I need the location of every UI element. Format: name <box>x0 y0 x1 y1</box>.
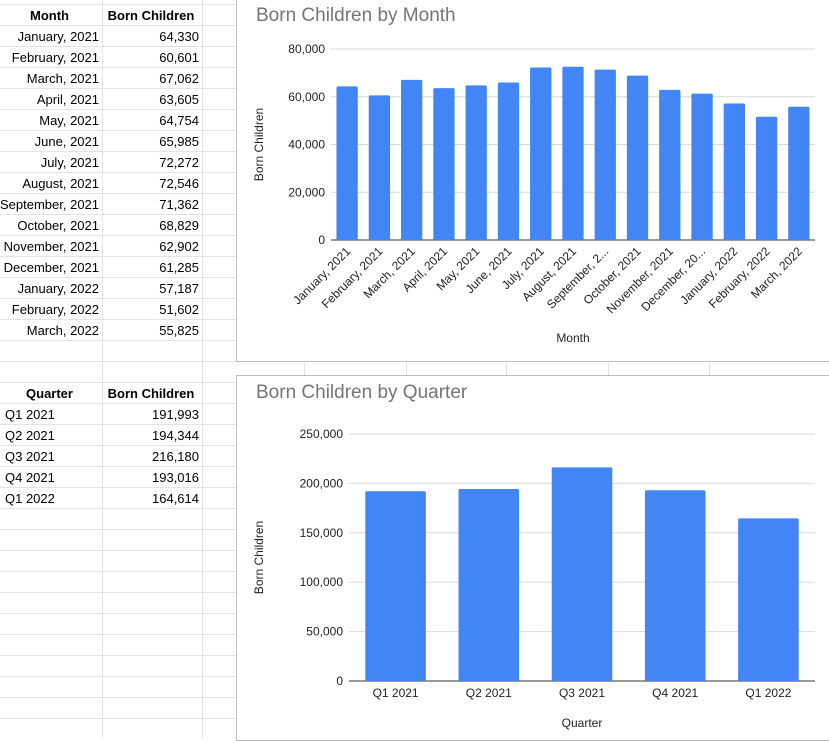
table-cell-label[interactable]: Q4 2021 <box>5 470 55 485</box>
table-cell-label[interactable]: Q2 2021 <box>5 428 55 443</box>
y-tick-label: 250,000 <box>300 427 344 441</box>
table-header-cell[interactable]: Month <box>30 8 69 23</box>
bar <box>368 95 391 240</box>
bar <box>691 93 713 240</box>
table-cell-label[interactable]: April, 2021 <box>36 92 99 107</box>
bar <box>755 116 778 240</box>
table-cell-value[interactable]: 51,602 <box>159 302 199 317</box>
table-cell-label[interactable]: February, 2021 <box>11 50 99 65</box>
table-cell-value[interactable]: 68,829 <box>159 218 199 233</box>
table-cell-value[interactable]: 216,180 <box>152 449 199 464</box>
table-header-cell[interactable]: Born Children <box>107 386 195 401</box>
table-header-cell[interactable]: Quarter <box>26 386 73 401</box>
table-cell-label[interactable]: November, 2021 <box>3 239 99 254</box>
bar <box>738 518 799 681</box>
table-cell-value[interactable]: 67,062 <box>159 71 199 86</box>
grid-column-line <box>102 0 103 738</box>
table-cell-value[interactable]: 64,330 <box>159 29 199 44</box>
bar <box>497 82 520 240</box>
table-cell-value[interactable]: 191,993 <box>152 407 199 422</box>
bar <box>551 467 613 681</box>
table-cell-label[interactable]: December, 2021 <box>3 260 99 275</box>
table-cell-label[interactable]: Q3 2021 <box>5 449 55 464</box>
grid-column-line <box>304 0 305 738</box>
table-cell-label[interactable]: January, 2022 <box>17 281 99 296</box>
bar <box>788 106 810 241</box>
bar <box>626 75 649 240</box>
table-cell-value[interactable]: 65,985 <box>159 134 199 149</box>
quarterly-chart-plot: 0 50,000 100,000 150,000 200,000 250,000 Q1 20… <box>252 427 815 730</box>
y-tick-label: 0 <box>318 233 325 247</box>
bar <box>659 89 681 240</box>
table-cell-value[interactable]: 72,272 <box>159 155 199 170</box>
y-tick-label: 40,000 <box>288 138 325 152</box>
bar <box>465 85 487 240</box>
x-tick-label: Q4 2021 <box>652 686 698 700</box>
y-tick-label: 60,000 <box>288 90 325 104</box>
x-tick-label: Q2 2021 <box>466 686 512 700</box>
table-cell-value[interactable]: 55,825 <box>159 323 199 338</box>
table-cell-value[interactable]: 71,362 <box>159 197 199 212</box>
table-cell-label[interactable]: June, 2021 <box>34 134 99 149</box>
table-cell-label[interactable]: Q1 2022 <box>5 491 55 506</box>
quarterly-chart[interactable]: Born Children by Quarter 0 50,000 100,000 1… <box>236 375 829 741</box>
bar <box>562 66 584 241</box>
monthly-chart-title: Born Children by Month <box>256 5 456 26</box>
x-axis-title: Month <box>556 331 589 345</box>
y-tick-label: 150,000 <box>300 526 344 540</box>
table-cell-value[interactable]: 60,601 <box>159 50 199 65</box>
y-axis-title: Born Children <box>252 108 266 181</box>
bar <box>723 103 745 240</box>
table-cell-value[interactable]: 193,016 <box>152 470 199 485</box>
grid-column-line <box>406 0 407 738</box>
table-cell-value[interactable]: 57,187 <box>159 281 199 296</box>
grid-column-line <box>608 0 609 738</box>
table-cell-label[interactable]: March, 2022 <box>26 323 99 338</box>
monthly-chart[interactable]: Born Children by Month 0 20,000 40,000 60,0… <box>236 0 829 362</box>
y-tick-label: 0 <box>336 674 343 688</box>
x-axis-title: Quarter <box>562 716 603 730</box>
bar <box>530 67 552 241</box>
table-cell-label[interactable]: February, 2022 <box>11 302 99 317</box>
bar <box>401 79 423 241</box>
table-cell-label[interactable]: January, 2021 <box>17 29 99 44</box>
table-cell-label[interactable]: May, 2021 <box>39 113 99 128</box>
table-cell-label[interactable]: October, 2021 <box>17 218 99 233</box>
table-cell-value[interactable]: 64,754 <box>159 113 199 128</box>
table-cell-value[interactable]: 61,285 <box>159 260 199 275</box>
table-cell-label[interactable]: Q1 2021 <box>5 407 55 422</box>
bar <box>458 488 520 681</box>
table-cell-value[interactable]: 194,344 <box>152 428 199 443</box>
y-tick-label: 50,000 <box>306 625 343 639</box>
table-cell-value[interactable]: 164,614 <box>152 491 199 506</box>
bar <box>433 88 455 240</box>
grid-column-line <box>506 0 507 738</box>
quarterly-chart-title: Born Children by Quarter <box>256 382 468 403</box>
table-cell-label[interactable]: August, 2021 <box>22 176 99 191</box>
table-cell-label[interactable]: March, 2021 <box>26 71 99 86</box>
x-tick-label: Q3 2021 <box>559 686 605 700</box>
bar <box>365 491 426 681</box>
x-tick-label: Q1 2022 <box>745 686 791 700</box>
table-cell-value[interactable]: 63,605 <box>159 92 199 107</box>
grid-column-line <box>202 0 203 738</box>
table-cell-value[interactable]: 72,546 <box>159 176 199 191</box>
bar <box>644 490 706 681</box>
bar <box>336 86 358 240</box>
table-cell-label[interactable]: September, 2021 <box>0 197 99 212</box>
x-tick-label: Q1 2021 <box>373 686 419 700</box>
grid-column-line <box>709 0 710 738</box>
table-cell-value[interactable]: 62,902 <box>159 239 199 254</box>
table-cell-label[interactable]: July, 2021 <box>40 155 99 170</box>
bar <box>594 69 616 240</box>
table-header-cell[interactable]: Born Children <box>107 8 195 23</box>
y-tick-label: 20,000 <box>288 185 325 199</box>
y-tick-label: 80,000 <box>288 42 325 56</box>
y-axis-title: Born Children <box>252 521 266 594</box>
y-tick-label: 100,000 <box>300 575 344 589</box>
y-tick-label: 200,000 <box>300 476 344 490</box>
